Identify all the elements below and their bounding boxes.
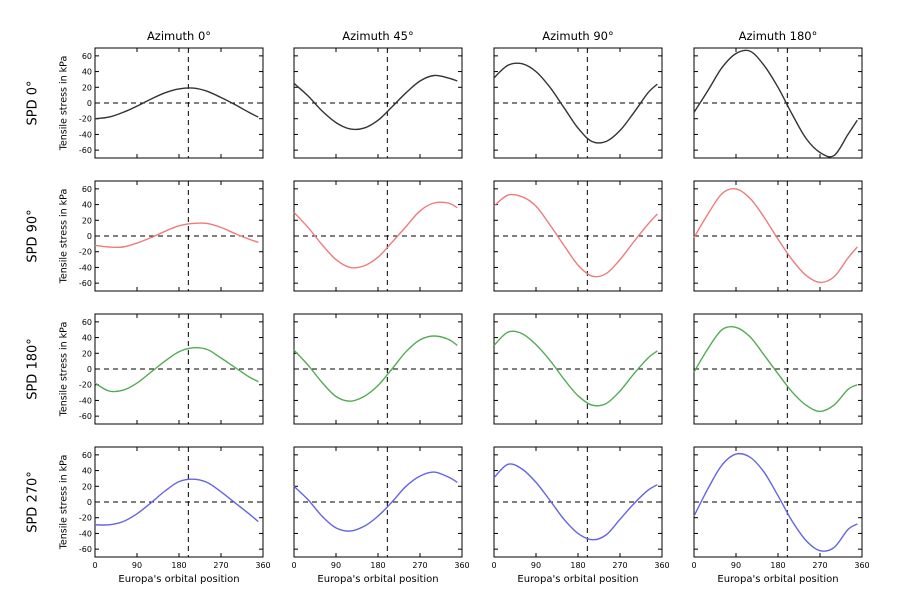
row-label-1: SPD 90°: [26, 209, 41, 262]
series-line-3-3: [693, 452, 858, 552]
row-label-2: SPD 180°: [26, 338, 41, 400]
x-tick-label-3-2-360: 360: [654, 561, 669, 570]
series-line-1-3: [693, 188, 858, 284]
y-tick-label-2-0-0: 0: [87, 365, 92, 374]
x-axis-label-1: Europa's orbital position: [317, 574, 438, 585]
series-line-2-2: [493, 330, 658, 407]
y-axis-label-3: Tensile stress in kPa: [59, 455, 70, 551]
y-tick-label-0-0--40: -40: [79, 130, 92, 139]
row-label-3: SPD 270°: [26, 471, 41, 533]
y-tick-label-2-0-20: 20: [82, 349, 92, 358]
x-tick-label-3-0-0: 0: [92, 561, 97, 570]
x-tick-label-3-2-90: 90: [531, 561, 541, 570]
y-tick-label-1-0--20: -20: [79, 248, 92, 257]
y-tick-label-3-0-60: 60: [82, 451, 92, 460]
series-line-3-1: [293, 471, 458, 532]
y-tick-label-2-0-40: 40: [82, 334, 92, 343]
x-tick-label-3-3-0: 0: [691, 561, 696, 570]
y-axis-label-2: Tensile stress in kPa: [59, 322, 70, 418]
series-line-0-1: [293, 74, 458, 131]
series-line-3-0: [94, 478, 259, 526]
x-tick-label-3-2-0: 0: [491, 561, 496, 570]
x-tick-label-3-0-90: 90: [132, 561, 142, 570]
x-axis-label-2: Europa's orbital position: [517, 574, 638, 585]
x-tick-label-3-0-180: 180: [171, 561, 186, 570]
column-title-2: Azimuth 90°: [542, 29, 613, 43]
x-tick-label-3-1-90: 90: [331, 561, 341, 570]
series-line-0-0: [94, 87, 259, 120]
x-tick-label-3-1-180: 180: [370, 561, 385, 570]
x-tick-label-3-0-360: 360: [255, 561, 270, 570]
series-line-1-0: [94, 222, 259, 249]
y-tick-label-1-0-60: 60: [82, 185, 92, 194]
x-tick-label-3-3-270: 270: [812, 561, 827, 570]
y-tick-label-0-0-0: 0: [87, 99, 92, 108]
y-tick-label-0-0--60: -60: [79, 146, 92, 155]
series-line-0-2: [493, 62, 658, 144]
series-line-1-1: [293, 201, 458, 269]
x-tick-label-3-3-180: 180: [770, 561, 785, 570]
series-line-0-3: [693, 49, 858, 158]
x-axis-label-0: Europa's orbital position: [118, 574, 239, 585]
series-line-2-3: [693, 325, 858, 413]
x-tick-label-3-2-180: 180: [570, 561, 585, 570]
y-tick-label-2-0-60: 60: [82, 318, 92, 327]
y-tick-label-1-0--40: -40: [79, 263, 92, 272]
y-tick-label-2-0--20: -20: [79, 381, 92, 390]
x-tick-label-3-3-360: 360: [854, 561, 869, 570]
y-tick-label-3-0--20: -20: [79, 514, 92, 523]
y-tick-label-2-0--60: -60: [79, 412, 92, 421]
y-tick-label-3-0--40: -40: [79, 529, 92, 538]
column-title-0: Azimuth 0°: [147, 29, 211, 43]
y-axis-label-0: Tensile stress in kPa: [59, 56, 70, 152]
series-line-3-2: [493, 463, 658, 541]
column-title-1: Azimuth 45°: [342, 29, 413, 43]
y-tick-label-3-0--60: -60: [79, 545, 92, 554]
y-tick-label-3-0-40: 40: [82, 467, 92, 476]
y-tick-label-1-0--60: -60: [79, 279, 92, 288]
y-tick-label-2-0--40: -40: [79, 396, 92, 405]
y-tick-label-1-0-0: 0: [87, 232, 92, 241]
y-tick-label-0-0--20: -20: [79, 115, 92, 124]
x-tick-label-3-1-0: 0: [291, 561, 296, 570]
y-tick-label-1-0-20: 20: [82, 216, 92, 225]
row-label-0: SPD 0°: [26, 80, 41, 125]
column-title-3: Azimuth 180°: [739, 29, 818, 43]
x-tick-label-3-2-270: 270: [612, 561, 627, 570]
x-tick-label-3-1-360: 360: [454, 561, 469, 570]
series-line-2-1: [293, 335, 458, 402]
x-tick-label-3-1-270: 270: [412, 561, 427, 570]
x-tick-label-3-3-90: 90: [731, 561, 741, 570]
series-line-1-2: [493, 193, 658, 278]
x-axis-label-3: Europa's orbital position: [717, 574, 838, 585]
y-tick-label-0-0-20: 20: [82, 83, 92, 92]
y-tick-label-0-0-40: 40: [82, 68, 92, 77]
y-tick-label-3-0-0: 0: [87, 498, 92, 507]
y-axis-label-1: Tensile stress in kPa: [59, 189, 70, 285]
y-tick-label-1-0-40: 40: [82, 201, 92, 210]
y-tick-label-3-0-20: 20: [82, 482, 92, 491]
y-tick-label-0-0-60: 60: [82, 52, 92, 61]
x-tick-label-3-0-270: 270: [213, 561, 228, 570]
series-line-2-0: [94, 346, 259, 393]
